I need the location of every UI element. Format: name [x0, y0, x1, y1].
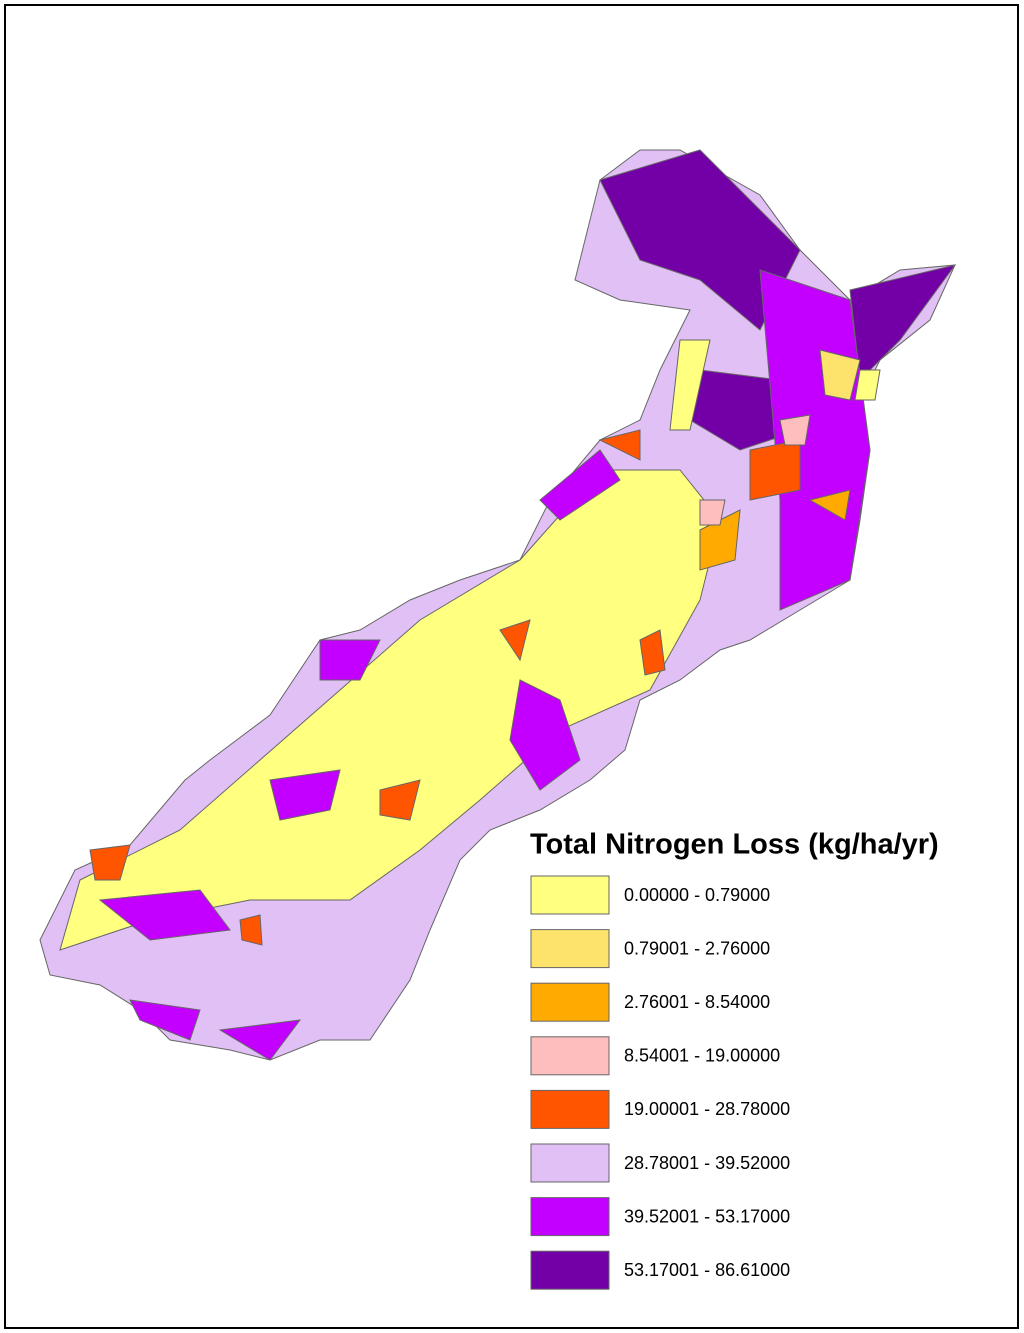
legend: 0.00000 - 0.79000 0.79001 - 2.76000 2.7600…	[530, 875, 790, 1290]
legend-swatch	[530, 1089, 610, 1129]
legend-label: 2.76001 - 8.54000	[624, 992, 770, 1012]
legend-label: 39.52001 - 53.17000	[624, 1206, 790, 1226]
map-region	[269, 769, 341, 821]
basin-map	[39, 149, 957, 1061]
map-region	[599, 149, 801, 331]
map-region	[749, 439, 801, 501]
legend-swatch	[530, 982, 610, 1022]
map-region	[218, 1019, 302, 1061]
map-region	[819, 349, 861, 401]
map-region	[539, 449, 621, 521]
map-region	[98, 889, 231, 941]
map-region	[639, 629, 666, 676]
map-region	[779, 414, 811, 446]
legend-swatch	[530, 1143, 610, 1183]
map-region	[598, 429, 641, 461]
map-region	[808, 489, 851, 521]
map-region	[499, 619, 531, 662]
legend-label: 8.54001 - 19.00000	[624, 1046, 780, 1066]
legend-label: 0.00000 - 0.79000	[624, 885, 770, 905]
map-region	[854, 369, 881, 401]
map-region	[89, 844, 131, 881]
legend-swatch	[530, 1036, 610, 1076]
legend-label: 19.00001 - 28.78000	[624, 1099, 790, 1119]
legend-label: 0.79001 - 2.76000	[624, 938, 770, 958]
map-region	[319, 639, 381, 681]
legend-swatch	[530, 1250, 610, 1290]
legend-label: 53.17001 - 86.61000	[624, 1260, 790, 1280]
map-region	[379, 779, 421, 821]
map-region	[129, 999, 201, 1041]
map-region	[699, 499, 726, 526]
legend-swatch	[530, 929, 610, 969]
legend-swatch	[530, 875, 610, 915]
map-region	[669, 339, 711, 431]
map-region	[239, 914, 263, 946]
map-region	[759, 269, 871, 611]
legend-title: Total Nitrogen Loss (kg/ha/yr)	[530, 829, 939, 861]
legend-swatch	[530, 1197, 610, 1237]
legend-label: 28.78001 - 39.52000	[624, 1153, 790, 1173]
map-region	[509, 679, 581, 791]
